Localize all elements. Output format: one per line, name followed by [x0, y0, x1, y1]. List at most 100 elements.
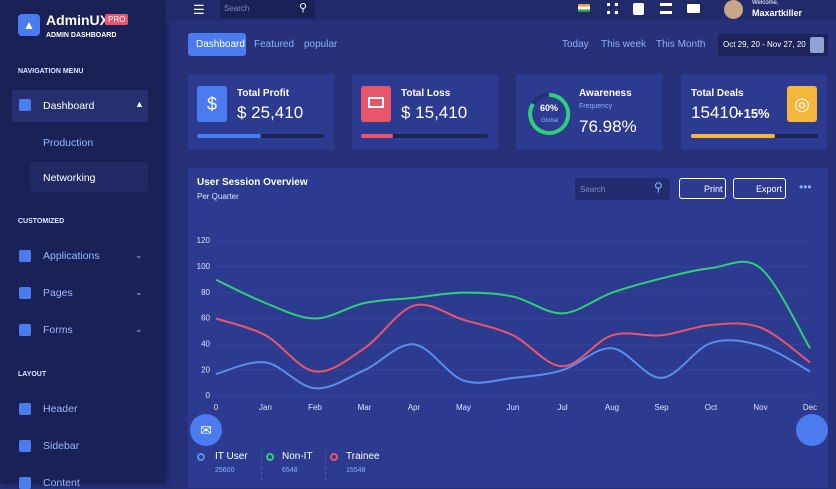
- x-tick-label: Jul: [557, 403, 567, 412]
- chart-subtitle: Per Quarter: [197, 192, 239, 201]
- x-tick-label: May: [456, 403, 471, 412]
- nav-item[interactable]: Content: [43, 477, 80, 489]
- line-series: [215, 339, 811, 390]
- card-icon: ◎: [787, 86, 817, 122]
- more-button[interactable]: •••: [799, 180, 812, 194]
- icon: [19, 287, 31, 299]
- legend-item[interactable]: Non-IT 6548: [261, 450, 325, 480]
- chat-button[interactable]: ✉: [190, 414, 222, 446]
- range[interactable]: This Month: [656, 39, 706, 50]
- cart-icon[interactable]: [633, 3, 644, 15]
- icon: [19, 99, 31, 111]
- avatar[interactable]: [724, 0, 743, 19]
- line-series: [215, 303, 811, 373]
- ring: [528, 92, 571, 135]
- card-change: +15%: [736, 106, 770, 121]
- line-series: [215, 260, 811, 349]
- legend-value: 6548: [282, 467, 298, 474]
- ring-label: Global: [541, 118, 559, 124]
- card-title: Total Profit: [237, 88, 290, 99]
- y-tick-label: 60: [201, 314, 210, 323]
- tab-active[interactable]: [188, 33, 246, 56]
- export-button[interactable]: Export: [733, 178, 786, 199]
- chevron: ⌄: [135, 287, 143, 297]
- progress-track: [197, 134, 324, 138]
- date-box[interactable]: [718, 34, 828, 56]
- x-tick-label: Dec: [803, 403, 817, 412]
- tab[interactable]: Dashboard: [196, 39, 245, 50]
- card-icon: $: [197, 86, 227, 122]
- brand-subtitle: ADMIN DASHBOARD: [46, 32, 117, 39]
- brand: AdminUX: [46, 12, 109, 28]
- chevron: ▲: [135, 99, 144, 109]
- x-tick-label: 0: [214, 403, 219, 412]
- range[interactable]: This week: [601, 39, 647, 50]
- search-icon[interactable]: ⚲: [654, 180, 663, 194]
- y-tick-label: 40: [201, 339, 210, 348]
- x-tick-label: Jun: [507, 403, 520, 412]
- card-icon: [361, 86, 391, 122]
- ring-value: 60%: [540, 103, 559, 113]
- card-value: 15410: [691, 103, 739, 122]
- section-title: NAVIGATION MENU: [18, 68, 84, 75]
- legend-marker: [266, 453, 274, 461]
- apps-icon[interactable]: [607, 3, 618, 14]
- card-subtitle: Frequency: [579, 103, 613, 110]
- list-icon[interactable]: [660, 3, 672, 14]
- menu-button[interactable]: ☰: [193, 2, 205, 17]
- mail-icon[interactable]: [687, 4, 700, 13]
- legend-item[interactable]: IT User 25600: [197, 450, 261, 480]
- nav-item[interactable]: Pages: [43, 287, 73, 299]
- x-tick-label: Aug: [605, 403, 619, 412]
- icon: [19, 250, 31, 262]
- nav-item[interactable]: Forms: [43, 324, 73, 336]
- card-title: Awareness: [579, 88, 632, 99]
- welcome: Welcome,: [752, 0, 779, 6]
- nav-item[interactable]: Production: [43, 137, 94, 149]
- legend-name: Non-IT: [282, 451, 313, 462]
- search-icon[interactable]: ⚲: [299, 2, 308, 14]
- x-tick-label: Feb: [308, 403, 322, 412]
- legend-name: IT User: [215, 451, 248, 462]
- fab-button[interactable]: [796, 414, 828, 446]
- y-tick-label: 100: [197, 262, 211, 271]
- nav-item[interactable]: Sidebar: [43, 440, 80, 452]
- nav-item[interactable]: Header: [43, 403, 78, 415]
- logo[interactable]: ▲: [18, 14, 40, 36]
- chart-search[interactable]: [575, 178, 670, 200]
- range[interactable]: Today: [562, 39, 589, 50]
- y-tick-label: 80: [201, 288, 210, 297]
- active-item[interactable]: [12, 90, 148, 122]
- legend: IT User 25600 Non-IT 6548 Trainee 15548: [197, 450, 597, 480]
- card-title: Total Loss: [401, 88, 451, 99]
- x-tick-label: Apr: [408, 403, 421, 412]
- search-box[interactable]: [220, 0, 315, 18]
- flag[interactable]: [578, 4, 590, 12]
- progress-track: [361, 134, 488, 138]
- username[interactable]: Maxartkiller: [752, 8, 803, 18]
- card: [516, 74, 662, 150]
- x-tick-label: Jan: [259, 403, 272, 412]
- legend-name: Trainee: [346, 451, 380, 462]
- card-value: $ 25,410: [237, 103, 304, 122]
- nav-item[interactable]: Dashboard: [43, 100, 95, 112]
- section-title: LAYOUT: [18, 371, 47, 378]
- chart: 0 20 40 60 80 100 120 0 Jan Feb Mar Apr May Jun Jul Aug…: [197, 236, 817, 412]
- x-tick-label: Nov: [753, 403, 767, 412]
- legend-item[interactable]: Trainee 15548: [325, 450, 389, 480]
- icon: [19, 440, 31, 452]
- tab[interactable]: Featured: [254, 39, 295, 50]
- tab[interactable]: popular: [304, 39, 338, 50]
- x-tick-label: Sep: [654, 403, 669, 412]
- chart-card: [188, 168, 828, 488]
- progress-bar: [691, 134, 775, 138]
- legend-marker: [197, 453, 205, 461]
- y-tick-label: 20: [201, 365, 210, 374]
- calendar-icon[interactable]: [810, 37, 824, 53]
- icon: [19, 403, 31, 415]
- nav-item[interactable]: Applications: [43, 250, 100, 262]
- print-button[interactable]: Print: [679, 178, 726, 199]
- nav-item[interactable]: Networking: [43, 172, 96, 184]
- legend-value: 25600: [215, 467, 235, 474]
